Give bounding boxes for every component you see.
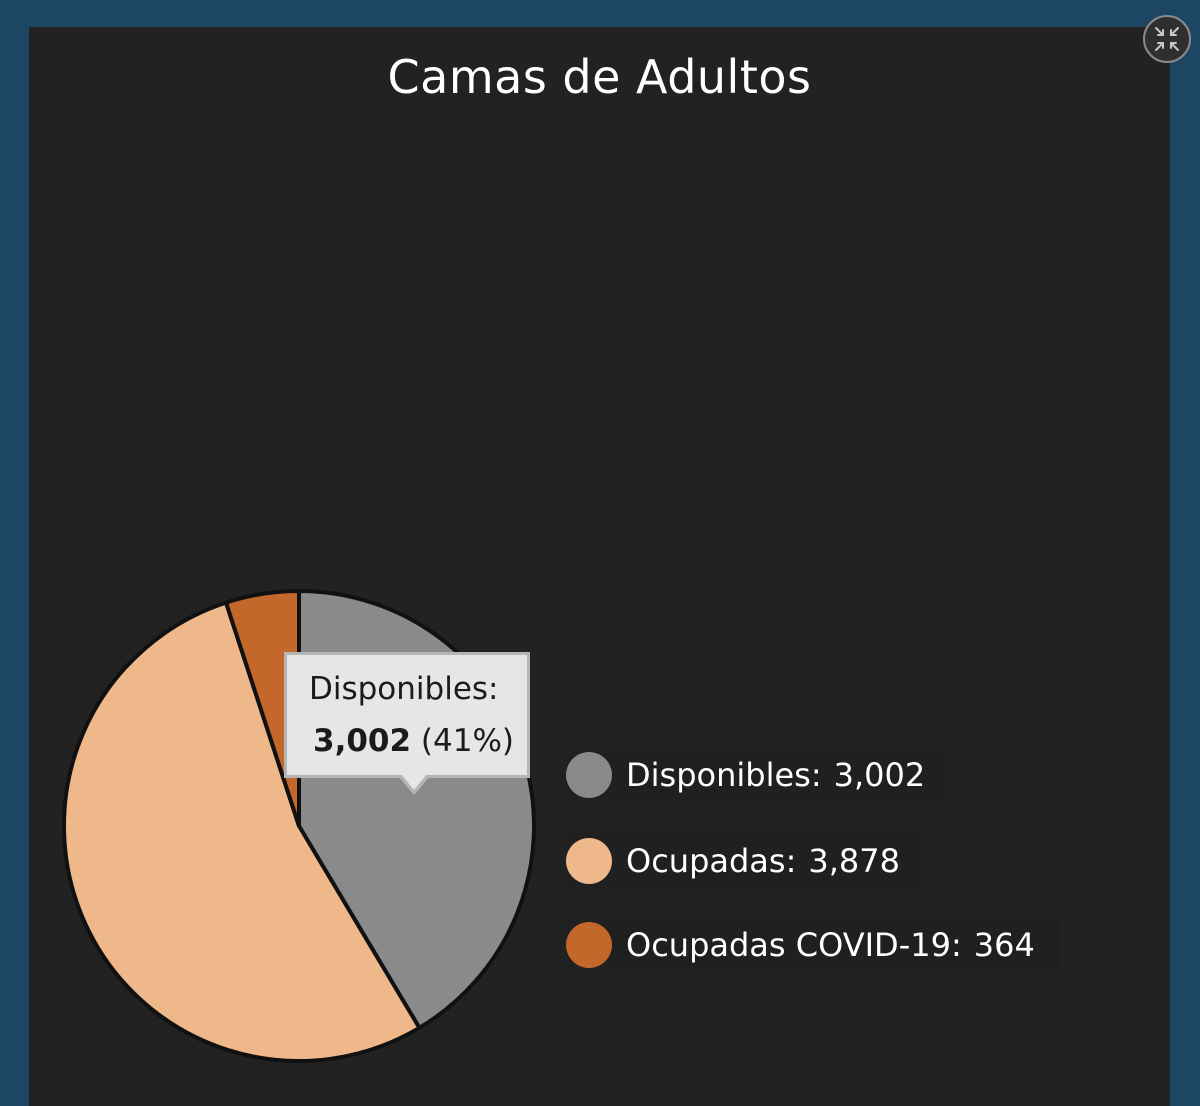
legend-swatch bbox=[566, 922, 612, 968]
collapse-icon bbox=[1155, 27, 1179, 51]
legend-value: 3,878 bbox=[808, 842, 900, 880]
legend-item-ocupadas-covid[interactable]: Ocupadas COVID-19: 364 bbox=[566, 915, 1061, 975]
legend-value: 364 bbox=[973, 926, 1035, 964]
legend-item-disponibles[interactable]: Disponibles: 3,002 bbox=[566, 745, 952, 805]
tooltip-arrow-fill bbox=[401, 774, 427, 790]
chart-title: Camas de Adultos bbox=[387, 50, 812, 104]
pie-slice-ocupadas[interactable] bbox=[62, 600, 422, 1063]
legend-swatch bbox=[566, 838, 612, 884]
legend-label: Disponibles: bbox=[626, 756, 822, 794]
tooltip: Disponibles: 3,002 (41%) bbox=[284, 652, 530, 778]
legend-value: 3,002 bbox=[833, 756, 926, 794]
legend-label: Ocupadas COVID-19: bbox=[626, 926, 962, 964]
legend-label: Ocupadas: bbox=[626, 842, 797, 880]
exit-fullscreen-button[interactable] bbox=[1143, 15, 1191, 63]
tooltip-percent: (41%) bbox=[420, 723, 515, 759]
pie-slice-ocupadas-covid[interactable] bbox=[224, 589, 301, 828]
legend-swatch bbox=[566, 752, 612, 798]
tooltip-value: 3,002 bbox=[313, 723, 412, 759]
tooltip-label: Disponibles: bbox=[309, 671, 499, 707]
tooltip-value-line: 3,002 (41%) bbox=[313, 723, 514, 759]
legend-item-ocupadas[interactable]: Ocupadas: 3,878 bbox=[566, 831, 926, 891]
